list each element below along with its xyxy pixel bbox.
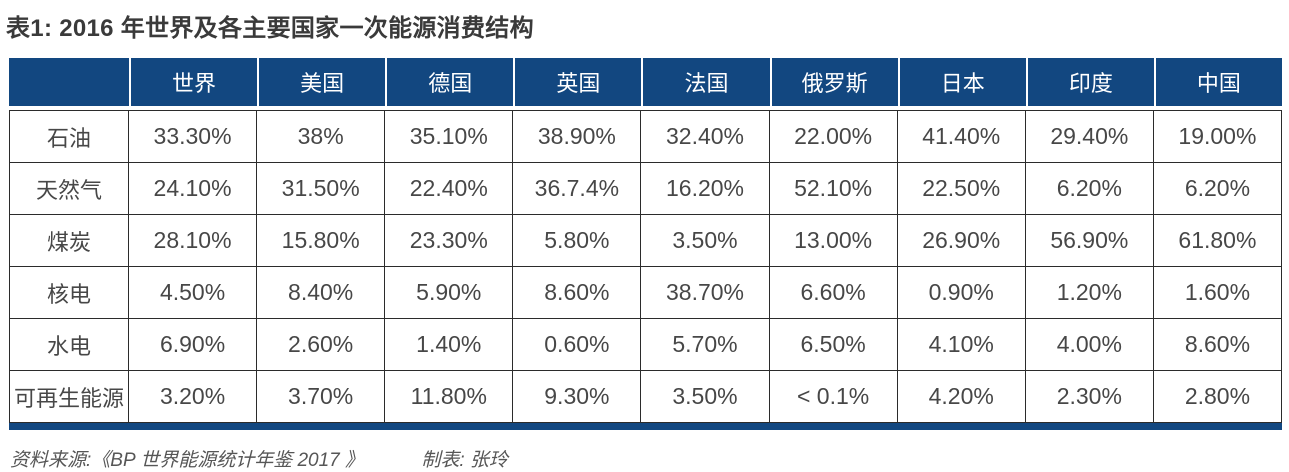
column-header: 德国 bbox=[385, 58, 514, 110]
data-cell: 23.30% bbox=[385, 215, 514, 267]
data-cell: 5.70% bbox=[641, 319, 770, 371]
data-cell: 6.20% bbox=[1025, 163, 1154, 215]
data-cell: 22.50% bbox=[897, 163, 1026, 215]
row-label: 核电 bbox=[9, 267, 129, 319]
data-cell: 2.30% bbox=[1025, 371, 1154, 423]
data-cell: 13.00% bbox=[769, 215, 898, 267]
data-cell: 56.90% bbox=[1025, 215, 1154, 267]
column-header: 英国 bbox=[513, 58, 642, 110]
column-header: 世界 bbox=[129, 58, 258, 110]
row-label: 可再生能源 bbox=[9, 371, 129, 423]
data-cell: 35.10% bbox=[385, 110, 514, 163]
data-cell: 6.50% bbox=[769, 319, 898, 371]
data-cell: 6.60% bbox=[769, 267, 898, 319]
data-cell: 19.00% bbox=[1153, 110, 1282, 163]
data-cell: 26.90% bbox=[897, 215, 1026, 267]
data-cell: 3.20% bbox=[129, 371, 258, 423]
header-row: 世界 美国 德国 英国 法国 俄罗斯 日本 印度 中国 bbox=[9, 58, 1282, 110]
data-cell: 29.40% bbox=[1025, 110, 1154, 163]
table-body: 石油 33.30% 38% 35.10% 38.90% 32.40% 22.00% 41.40… bbox=[9, 110, 1282, 423]
energy-consumption-table: 世界 美国 德国 英国 法国 俄罗斯 日本 印度 中国 石油 33.30% 38% 35.10% 38.… bbox=[9, 58, 1282, 430]
table-row: 水电 6.90% 2.60% 1.40% 0.60% 5.70% 6.50% 4.10% 4.0… bbox=[9, 319, 1282, 371]
row-label: 天然气 bbox=[9, 163, 129, 215]
data-cell: 1.60% bbox=[1153, 267, 1282, 319]
data-cell: 8.40% bbox=[257, 267, 386, 319]
column-header: 中国 bbox=[1153, 58, 1282, 110]
data-cell: 8.60% bbox=[513, 267, 642, 319]
data-cell: 41.40% bbox=[897, 110, 1026, 163]
data-cell: 9.30% bbox=[513, 371, 642, 423]
data-cell: 11.80% bbox=[385, 371, 514, 423]
table-header: 世界 美国 德国 英国 法国 俄罗斯 日本 印度 中国 bbox=[9, 58, 1282, 110]
data-cell: 28.10% bbox=[129, 215, 258, 267]
data-cell: 38% bbox=[257, 110, 386, 163]
data-cell: 8.60% bbox=[1153, 319, 1282, 371]
data-cell: 5.90% bbox=[385, 267, 514, 319]
data-cell: 6.20% bbox=[1153, 163, 1282, 215]
column-header: 日本 bbox=[897, 58, 1026, 110]
data-cell: 3.70% bbox=[257, 371, 386, 423]
row-label: 水电 bbox=[9, 319, 129, 371]
row-label: 煤炭 bbox=[9, 215, 129, 267]
data-cell: 4.20% bbox=[897, 371, 1026, 423]
table-row: 可再生能源 3.20% 3.70% 11.80% 9.30% 3.50% < 0.1% 4.2… bbox=[9, 371, 1282, 423]
table-title: 表1: 2016 年世界及各主要国家一次能源消费结构 bbox=[6, 15, 534, 42]
data-cell: 22.00% bbox=[769, 110, 898, 163]
column-header: 美国 bbox=[257, 58, 386, 110]
data-cell: 1.40% bbox=[385, 319, 514, 371]
table-row: 煤炭 28.10% 15.80% 23.30% 5.80% 3.50% 13.00% 26.9… bbox=[9, 215, 1282, 267]
data-cell: 38.90% bbox=[513, 110, 642, 163]
data-cell: < 0.1% bbox=[769, 371, 898, 423]
data-cell: 2.60% bbox=[257, 319, 386, 371]
data-cell: 0.60% bbox=[513, 319, 642, 371]
data-cell: 36.7.4% bbox=[513, 163, 642, 215]
data-cell: 16.20% bbox=[641, 163, 770, 215]
data-cell: 4.50% bbox=[129, 267, 258, 319]
column-header: 印度 bbox=[1025, 58, 1154, 110]
data-cell: 4.10% bbox=[897, 319, 1026, 371]
data-cell: 22.40% bbox=[385, 163, 514, 215]
data-cell: 15.80% bbox=[257, 215, 386, 267]
data-cell: 2.80% bbox=[1153, 371, 1282, 423]
data-cell: 31.50% bbox=[257, 163, 386, 215]
author-note: 制表: 张玲 bbox=[421, 450, 508, 471]
data-cell: 4.00% bbox=[1025, 319, 1154, 371]
data-cell: 61.80% bbox=[1153, 215, 1282, 267]
table-row: 核电 4.50% 8.40% 5.90% 8.60% 38.70% 6.60% 0.90% 1.… bbox=[9, 267, 1282, 319]
row-label: 石油 bbox=[9, 110, 129, 163]
data-cell: 33.30% bbox=[129, 110, 258, 163]
data-cell: 24.10% bbox=[129, 163, 258, 215]
data-cell: 32.40% bbox=[641, 110, 770, 163]
data-cell: 0.90% bbox=[897, 267, 1026, 319]
data-cell: 1.20% bbox=[1025, 267, 1154, 319]
table-row: 天然气 24.10% 31.50% 22.40% 36.7.4% 16.20% 52.10%… bbox=[9, 163, 1282, 215]
column-header: 俄罗斯 bbox=[769, 58, 898, 110]
table-footnote: 资料来源:《BP 世界能源统计年鉴 2017 》 制表: 张玲 bbox=[10, 445, 1281, 472]
data-cell: 52.10% bbox=[769, 163, 898, 215]
data-cell: 3.50% bbox=[641, 371, 770, 423]
corner-cell bbox=[9, 58, 129, 110]
data-cell: 6.90% bbox=[129, 319, 258, 371]
source-note: 资料来源:《BP 世界能源统计年鉴 2017 》 bbox=[10, 450, 365, 471]
data-cell: 5.80% bbox=[513, 215, 642, 267]
column-header: 法国 bbox=[641, 58, 770, 110]
table-row: 石油 33.30% 38% 35.10% 38.90% 32.40% 22.00% 41.40… bbox=[9, 110, 1282, 163]
data-cell: 38.70% bbox=[641, 267, 770, 319]
data-cell: 3.50% bbox=[641, 215, 770, 267]
